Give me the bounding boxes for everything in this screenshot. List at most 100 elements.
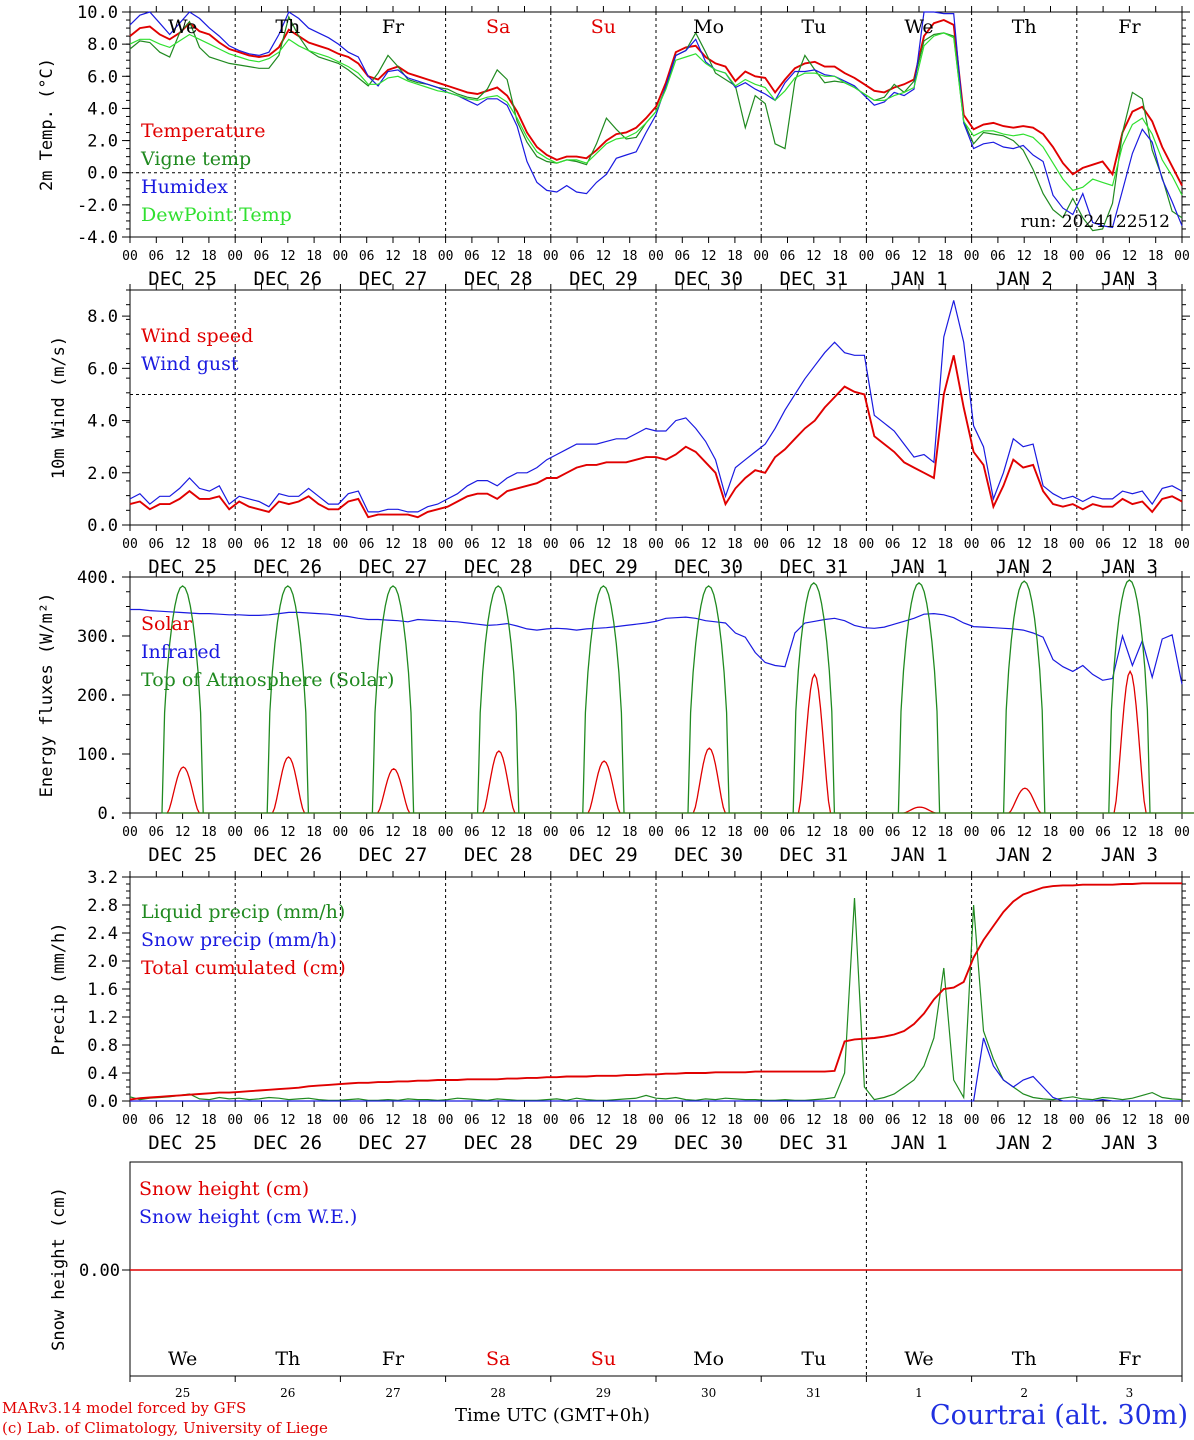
- hour-label: 12: [911, 537, 927, 552]
- y-tick-label: 100.: [77, 745, 118, 765]
- hour-label: 06: [990, 1113, 1006, 1128]
- day-number: 2: [1020, 1386, 1028, 1400]
- y-tick-label: 8.0: [87, 35, 118, 55]
- hour-label: 00: [753, 825, 769, 840]
- hour-label: 18: [622, 249, 638, 264]
- date-label: JAN 1: [890, 1132, 947, 1154]
- hour-label: 06: [148, 825, 164, 840]
- hour-label: 12: [385, 537, 401, 552]
- hour-label: 00: [1069, 537, 1085, 552]
- y-axis-label: 10m Wind (m/s): [49, 336, 69, 479]
- date-label: DEC 28: [464, 1132, 533, 1154]
- hour-label: 06: [885, 825, 901, 840]
- hour-label: 18: [517, 249, 533, 264]
- hour-label: 06: [780, 537, 796, 552]
- hour-label: 00: [753, 249, 769, 264]
- series-line: [166, 669, 1194, 814]
- hour-label: 12: [490, 825, 506, 840]
- hour-label: 12: [175, 825, 191, 840]
- weekday-label: Su: [591, 16, 616, 38]
- hour-label: 00: [333, 249, 349, 264]
- hour-label: 18: [201, 537, 217, 552]
- hour-label: 06: [464, 1113, 480, 1128]
- legend-entry: Liquid precip (mm/h): [141, 901, 345, 923]
- day-number: 29: [596, 1386, 611, 1400]
- hour-label: 18: [411, 825, 427, 840]
- hour-label: 06: [990, 537, 1006, 552]
- hour-label: 06: [569, 249, 585, 264]
- date-label: JAN 1: [890, 268, 947, 290]
- y-tick-label: 0.0: [87, 1092, 118, 1112]
- y-axis-label: Energy fluxes (W/m²): [37, 593, 57, 798]
- date-label: JAN 1: [890, 556, 947, 578]
- y-tick-label: -4.0: [77, 228, 118, 248]
- hour-label: 18: [411, 249, 427, 264]
- hour-label: 18: [517, 825, 533, 840]
- date-label: DEC 31: [779, 844, 848, 866]
- hour-label: 18: [622, 1113, 638, 1128]
- hour-label: 12: [175, 249, 191, 264]
- weekday-label: Fr: [1118, 1348, 1141, 1370]
- hour-label: 18: [832, 1113, 848, 1128]
- hour-label: 06: [990, 825, 1006, 840]
- hour-label: 00: [648, 249, 664, 264]
- hour-label: 06: [359, 537, 375, 552]
- legend-entry: Infrared: [141, 641, 221, 663]
- weekday-label: We: [904, 1348, 933, 1370]
- hour-label: 06: [148, 537, 164, 552]
- hour-label: 12: [175, 1113, 191, 1128]
- date-label: JAN 3: [1101, 844, 1158, 866]
- hour-label: 00: [1069, 1113, 1085, 1128]
- hour-label: 06: [464, 537, 480, 552]
- y-axis-label: Precip (mm/h): [49, 922, 69, 1055]
- hour-label: 12: [1016, 1113, 1032, 1128]
- hour-label: 00: [1174, 537, 1190, 552]
- hour-label: 18: [306, 249, 322, 264]
- hour-label: 00: [1174, 1113, 1190, 1128]
- series-line: [130, 608, 1183, 685]
- hour-label: 00: [1069, 825, 1085, 840]
- hour-label: 00: [333, 537, 349, 552]
- date-label: JAN 1: [890, 844, 947, 866]
- legend-entry: Humidex: [141, 176, 228, 198]
- hour-label: 18: [727, 825, 743, 840]
- weekday-label: Sa: [486, 16, 510, 38]
- y-axis-label: Snow height (cm): [49, 1187, 69, 1351]
- hour-label: 06: [569, 537, 585, 552]
- date-label: DEC 30: [674, 1132, 743, 1154]
- weekday-label: Mo: [693, 1348, 724, 1370]
- hour-label: 12: [701, 537, 717, 552]
- hour-label: 00: [964, 537, 980, 552]
- day-number: 26: [280, 1386, 295, 1400]
- hour-label: 06: [464, 825, 480, 840]
- hour-label: 12: [596, 537, 612, 552]
- legend-entry: DewPoint Temp: [141, 204, 292, 226]
- legend-entry: Snow height (cm): [139, 1178, 309, 1200]
- hour-label: 18: [727, 249, 743, 264]
- y-tick-label: 0.0: [87, 516, 118, 536]
- hour-label: 12: [1122, 825, 1138, 840]
- date-label: DEC 29: [569, 1132, 638, 1154]
- weekday-label: We: [168, 1348, 197, 1370]
- y-tick-label: 0.0: [87, 164, 118, 184]
- date-label: DEC 30: [674, 556, 743, 578]
- y-tick-label: 0.: [98, 804, 118, 824]
- legend-entry: Wind gust: [141, 353, 239, 375]
- hour-label: 12: [806, 249, 822, 264]
- y-tick-label: 2.0: [87, 132, 118, 152]
- series-line: [130, 1037, 1182, 1102]
- y-tick-label: 0.4: [87, 1064, 118, 1084]
- hour-label: 12: [911, 825, 927, 840]
- hour-label: 12: [280, 1113, 296, 1128]
- y-tick-label: 2.0: [87, 952, 118, 972]
- legend-entry: Solar: [141, 613, 193, 635]
- hour-label: 18: [727, 537, 743, 552]
- time-axis-title: Time UTC (GMT+0h): [455, 1405, 650, 1426]
- hour-label: 12: [596, 825, 612, 840]
- hour-label: 00: [122, 1113, 138, 1128]
- day-number: 31: [806, 1386, 821, 1400]
- date-label: DEC 25: [148, 268, 217, 290]
- y-tick-label: 0.00: [79, 1261, 120, 1281]
- hour-label: 12: [280, 825, 296, 840]
- hour-label: 12: [385, 249, 401, 264]
